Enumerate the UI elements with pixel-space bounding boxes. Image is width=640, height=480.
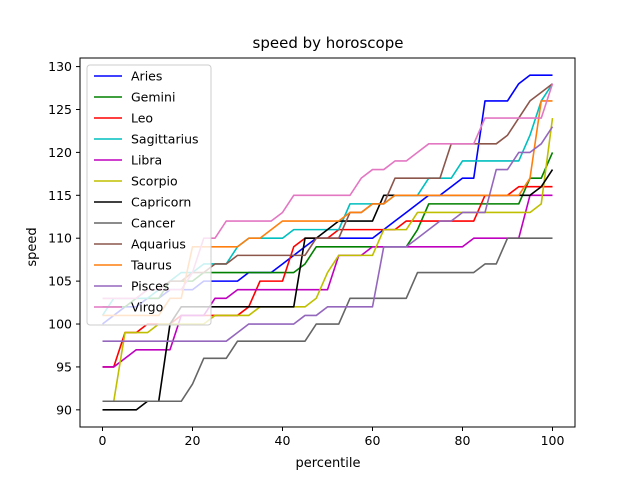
x-tick-label: 0 (99, 433, 107, 448)
legend-label-capricorn: Capricorn (131, 195, 191, 210)
y-tick-label: 95 (56, 359, 72, 374)
legend-label-leo: Leo (131, 111, 153, 126)
legend-label-scorpio: Scorpio (131, 174, 178, 189)
legend-box (86, 64, 212, 326)
y-tick-label: 105 (48, 274, 72, 289)
legend-label-sagittarius: Sagittarius (131, 132, 199, 147)
x-tick-label: 100 (541, 433, 565, 448)
series-line-cancer (102, 237, 553, 403)
y-tick-label: 120 (48, 145, 72, 160)
x-tick-label: 20 (185, 433, 201, 448)
x-tick-label: 60 (365, 433, 381, 448)
x-axis-title: percentile (295, 456, 360, 471)
y-tick-label: 125 (48, 102, 72, 117)
y-tick-label: 110 (48, 231, 72, 246)
y-tick-label: 115 (48, 188, 72, 203)
legend-label-aquarius: Aquarius (131, 237, 186, 252)
y-tick-label: 90 (56, 402, 72, 417)
y-tick-label: 130 (48, 59, 72, 74)
chart-title: speed by horoscope (253, 34, 404, 52)
legend-label-pisces: Pisces (131, 279, 169, 294)
legend-label-gemini: Gemini (131, 90, 175, 105)
y-tick-label: 100 (48, 317, 72, 332)
y-axis-title: speed (25, 227, 40, 266)
plot-frame (79, 57, 576, 428)
series-line-libra (102, 194, 553, 368)
legend-label-cancer: Cancer (131, 216, 176, 231)
legend-label-aries: Aries (131, 69, 162, 84)
legend-label-taurus: Taurus (130, 258, 172, 273)
x-tick-label: 40 (275, 433, 291, 448)
legend-label-virgo: Virgo (131, 300, 163, 315)
legend-label-libra: Libra (131, 153, 162, 168)
series-line-pisces (102, 126, 554, 342)
plot-area: 0 20 40 60 80 100 90 95 100 105 110 115 120 125 130 Ari… (48, 57, 576, 448)
x-tick-label: 80 (455, 433, 471, 448)
